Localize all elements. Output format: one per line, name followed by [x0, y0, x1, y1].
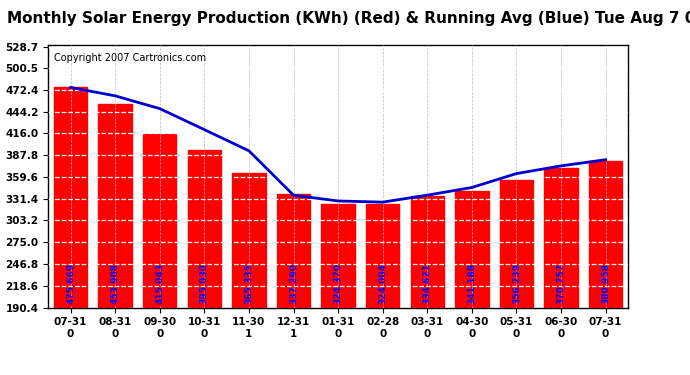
Bar: [99, 104, 132, 308]
Text: Copyright 2007 Cartronics.com: Copyright 2007 Cartronics.com: [54, 53, 206, 63]
Bar: [143, 134, 177, 308]
Text: 475.669: 475.669: [66, 263, 75, 305]
Text: 453.908: 453.908: [110, 263, 119, 305]
Bar: [500, 180, 533, 308]
Bar: [589, 160, 622, 308]
Text: 356.239: 356.239: [512, 263, 521, 305]
Text: 341.188: 341.188: [467, 263, 476, 305]
Bar: [54, 87, 88, 308]
Bar: [233, 172, 266, 308]
Text: 334.621: 334.621: [423, 263, 432, 305]
Text: 415.043: 415.043: [155, 263, 164, 305]
Text: 365.335: 365.335: [244, 264, 253, 305]
Bar: [544, 168, 578, 308]
Bar: [411, 196, 444, 308]
Bar: [188, 150, 221, 308]
Text: 337.290: 337.290: [289, 263, 298, 305]
Text: 380.958: 380.958: [601, 264, 610, 305]
Text: Monthly Solar Energy Production (KWh) (Red) & Running Avg (Blue) Tue Aug 7 07:02: Monthly Solar Energy Production (KWh) (R…: [7, 11, 690, 26]
Bar: [455, 191, 489, 308]
Bar: [277, 194, 310, 308]
Bar: [322, 204, 355, 308]
Text: 324.004: 324.004: [378, 264, 387, 305]
Bar: [366, 204, 400, 308]
Text: 370.757: 370.757: [557, 263, 566, 305]
Text: 395.030: 395.030: [200, 264, 209, 305]
Text: 324.370: 324.370: [333, 263, 343, 305]
